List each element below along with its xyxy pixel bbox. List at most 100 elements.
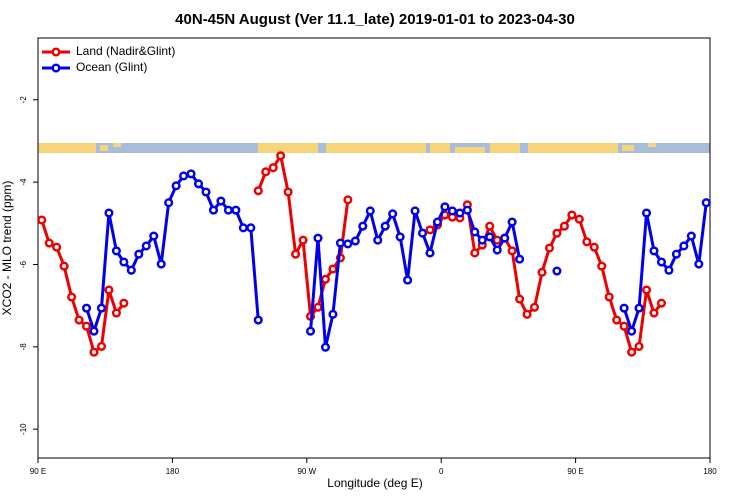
data-point bbox=[403, 275, 413, 285]
x-tick-label: 0 bbox=[439, 467, 444, 476]
data-point bbox=[74, 315, 84, 325]
land-ocean-strip bbox=[38, 143, 710, 153]
data-point bbox=[52, 242, 62, 252]
data-point bbox=[559, 221, 569, 231]
legend-label: Land (Nadir&Glint) bbox=[76, 44, 175, 58]
data-point bbox=[641, 285, 652, 295]
data-point bbox=[641, 208, 652, 218]
data-point bbox=[238, 223, 248, 233]
y-tick-label: -2 bbox=[19, 96, 28, 104]
data-point bbox=[507, 217, 517, 227]
data-point bbox=[283, 187, 293, 197]
data-point bbox=[104, 285, 114, 295]
chart-title: 40N-45N August (Ver 11.1_late) 2019-01-0… bbox=[175, 11, 575, 28]
data-point bbox=[261, 167, 271, 177]
data-point bbox=[373, 235, 383, 245]
data-point bbox=[313, 233, 323, 243]
data-point bbox=[634, 341, 644, 351]
data-point bbox=[500, 233, 510, 243]
data-point bbox=[111, 308, 121, 318]
x-axis-label: Longitude (deg E) bbox=[327, 476, 422, 490]
data-point bbox=[126, 265, 136, 275]
data-point bbox=[89, 326, 99, 336]
data-point bbox=[358, 221, 368, 231]
data-point bbox=[216, 196, 226, 206]
y-tick-label: -10 bbox=[19, 423, 28, 435]
data-point bbox=[223, 205, 233, 215]
x-tick-label: 90 W bbox=[297, 467, 316, 476]
legend-marker bbox=[51, 63, 61, 73]
data-point bbox=[649, 308, 659, 318]
data-point bbox=[485, 221, 495, 231]
data-point bbox=[89, 347, 99, 357]
data-point bbox=[328, 264, 338, 274]
data-point bbox=[589, 242, 599, 252]
legend-label: Ocean (Glint) bbox=[76, 60, 147, 74]
data-point bbox=[627, 326, 637, 336]
data-point bbox=[96, 341, 107, 351]
data-point bbox=[81, 321, 92, 331]
data-point bbox=[462, 205, 472, 215]
data-point bbox=[268, 163, 278, 173]
data-point bbox=[455, 208, 465, 218]
data-point bbox=[671, 249, 681, 259]
data-point bbox=[253, 315, 263, 325]
data-point bbox=[485, 232, 495, 242]
data-point bbox=[529, 302, 540, 312]
y-tick-label: -8 bbox=[19, 343, 28, 351]
data-point bbox=[59, 261, 69, 271]
data-point bbox=[649, 246, 659, 256]
data-point bbox=[380, 221, 390, 231]
data-point bbox=[81, 303, 92, 313]
data-point bbox=[701, 198, 711, 208]
data-point bbox=[544, 243, 555, 253]
data-point bbox=[432, 217, 443, 227]
data-point bbox=[313, 302, 323, 312]
data-point bbox=[552, 266, 562, 276]
data-point bbox=[537, 267, 547, 277]
data-point bbox=[634, 303, 644, 313]
data-point bbox=[186, 169, 196, 179]
data-point bbox=[350, 236, 360, 246]
data-point bbox=[44, 238, 54, 248]
data-point bbox=[298, 235, 308, 245]
data-point bbox=[193, 179, 204, 189]
data-point bbox=[305, 326, 316, 336]
plot-frame bbox=[37, 37, 711, 459]
data-point bbox=[96, 303, 107, 313]
x-tick-label: 180 bbox=[703, 467, 717, 476]
data-point bbox=[320, 274, 331, 284]
data-point bbox=[477, 235, 487, 245]
data-point bbox=[134, 249, 144, 259]
data-point bbox=[291, 249, 301, 259]
data-point bbox=[417, 228, 428, 238]
data-point bbox=[395, 232, 405, 242]
x-tick-label: 180 bbox=[166, 467, 180, 476]
data-point bbox=[619, 321, 629, 331]
x-tick-label: 90 E bbox=[30, 467, 46, 476]
data-point bbox=[515, 254, 525, 264]
data-point bbox=[201, 187, 211, 197]
data-point bbox=[246, 223, 256, 233]
y-tick-label: -4 bbox=[19, 178, 28, 186]
data-point bbox=[470, 227, 480, 237]
data-point bbox=[656, 257, 667, 267]
data-point bbox=[679, 241, 689, 251]
data-point bbox=[694, 259, 704, 269]
data-point bbox=[552, 228, 562, 238]
data-point bbox=[149, 231, 159, 241]
data-point bbox=[388, 209, 398, 219]
data-point bbox=[119, 257, 129, 267]
data-point bbox=[664, 265, 674, 275]
data-point bbox=[507, 246, 517, 256]
data-point bbox=[343, 195, 353, 205]
data-point bbox=[612, 315, 622, 325]
data-point bbox=[515, 294, 525, 304]
data-point bbox=[276, 151, 286, 161]
data-point bbox=[328, 309, 338, 319]
data-point bbox=[410, 206, 420, 216]
data-point bbox=[492, 245, 502, 255]
data-point bbox=[335, 238, 345, 248]
data-point bbox=[522, 309, 532, 319]
data-point bbox=[574, 214, 584, 224]
